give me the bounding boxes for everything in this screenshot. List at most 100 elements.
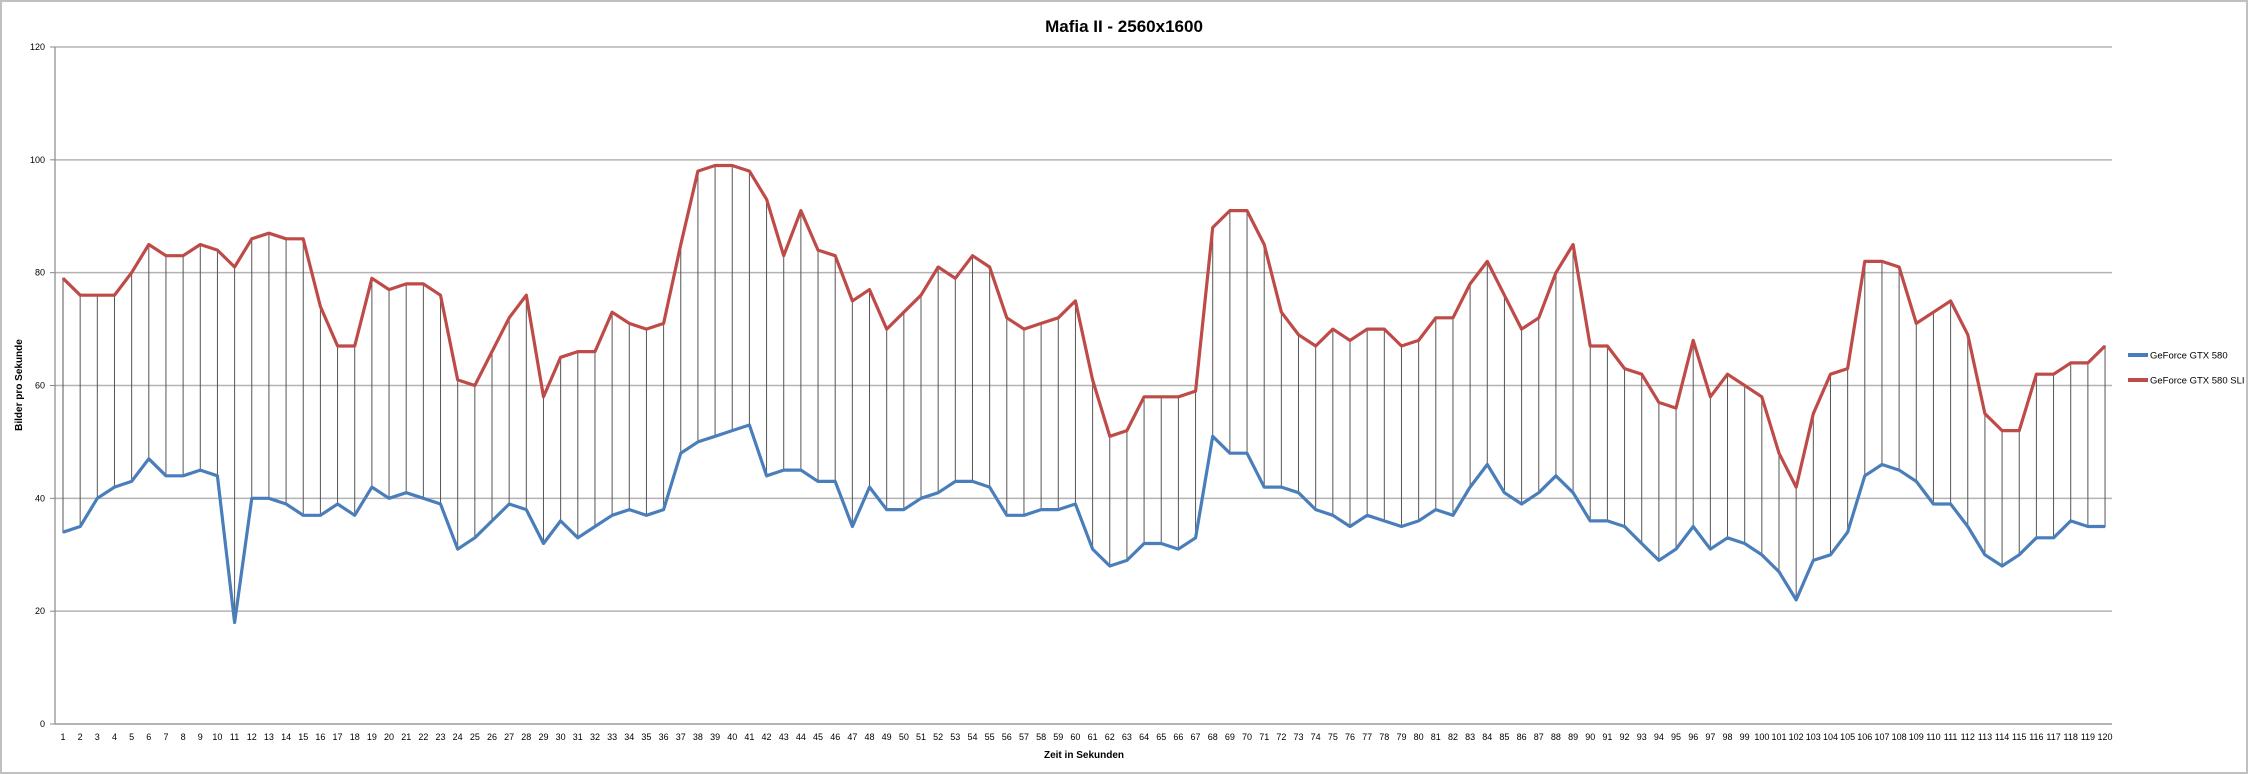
data-point bbox=[1640, 542, 1643, 545]
x-tick-label: 23 bbox=[436, 732, 446, 742]
data-point bbox=[662, 322, 665, 325]
data-point bbox=[1400, 525, 1403, 528]
x-tick-label: 17 bbox=[333, 732, 343, 742]
data-point bbox=[1126, 559, 1128, 562]
data-point bbox=[1040, 508, 1042, 511]
x-tick-label: 63 bbox=[1122, 732, 1132, 742]
data-point bbox=[748, 424, 751, 426]
data-point bbox=[1606, 520, 1609, 522]
data-point bbox=[233, 621, 236, 624]
data-point bbox=[2104, 345, 2106, 347]
data-point bbox=[645, 514, 648, 517]
data-point bbox=[1812, 412, 1815, 415]
data-point bbox=[285, 238, 287, 240]
data-point bbox=[165, 254, 167, 257]
data-point bbox=[1108, 435, 1111, 438]
x-tick-label: 11 bbox=[230, 732, 239, 742]
x-tick-label: 10 bbox=[212, 732, 222, 742]
x-tick-label: 90 bbox=[1585, 732, 1595, 742]
data-point bbox=[1126, 429, 1128, 432]
data-point bbox=[2104, 525, 2106, 528]
data-point bbox=[1023, 514, 1025, 517]
x-tick-label: 7 bbox=[163, 732, 168, 742]
x-tick-label: 55 bbox=[985, 732, 995, 742]
data-point bbox=[525, 294, 528, 297]
y-axis-label: Bilder pro Sekunde bbox=[14, 339, 25, 431]
data-point bbox=[1057, 317, 1060, 319]
data-point bbox=[1280, 311, 1283, 313]
x-tick-label: 98 bbox=[1723, 732, 1733, 742]
data-point bbox=[1726, 373, 1729, 376]
data-point bbox=[79, 525, 81, 528]
data-point bbox=[2052, 537, 2055, 539]
x-tick-label: 94 bbox=[1654, 732, 1664, 742]
data-point bbox=[988, 266, 991, 268]
data-point bbox=[319, 305, 322, 308]
x-tick-label: 20 bbox=[384, 732, 394, 742]
data-point bbox=[1057, 508, 1060, 511]
x-tick-label: 106 bbox=[1857, 732, 1872, 742]
x-tick-label: 1 bbox=[60, 732, 65, 742]
data-point bbox=[268, 232, 270, 234]
data-point bbox=[1194, 390, 1197, 392]
y-tick-label: 100 bbox=[30, 155, 45, 165]
data-point bbox=[2069, 520, 2072, 522]
x-tick-label: 26 bbox=[487, 732, 497, 742]
data-point bbox=[662, 508, 665, 511]
data-point bbox=[559, 356, 562, 359]
data-point bbox=[130, 271, 133, 274]
x-tick-label: 69 bbox=[1225, 732, 1235, 742]
data-point bbox=[1692, 339, 1694, 342]
x-tick-label: 85 bbox=[1499, 732, 1509, 742]
data-point bbox=[96, 294, 99, 297]
data-point bbox=[971, 480, 974, 483]
data-point bbox=[1658, 401, 1660, 404]
x-tick-label: 92 bbox=[1620, 732, 1630, 742]
x-tick-label: 102 bbox=[1789, 732, 1804, 742]
data-point bbox=[1555, 271, 1557, 274]
x-tick-label: 57 bbox=[1019, 732, 1029, 742]
data-point bbox=[2001, 429, 2003, 432]
x-tick-label: 107 bbox=[1874, 732, 1889, 742]
data-point bbox=[2018, 553, 2021, 556]
data-point bbox=[1332, 328, 1334, 330]
data-point bbox=[1349, 339, 1351, 342]
x-tick-label: 30 bbox=[556, 732, 566, 742]
data-point bbox=[353, 514, 356, 517]
data-point bbox=[731, 164, 734, 167]
data-point bbox=[1846, 531, 1849, 533]
x-tick-label: 77 bbox=[1362, 732, 1372, 742]
data-point bbox=[1795, 486, 1797, 488]
x-tick-label: 21 bbox=[401, 732, 411, 742]
x-tick-label: 50 bbox=[899, 732, 909, 742]
data-point bbox=[1400, 345, 1403, 347]
x-tick-label: 113 bbox=[1978, 732, 1992, 742]
x-tick-label: 112 bbox=[1961, 732, 1975, 742]
data-point bbox=[1726, 537, 1729, 539]
x-tick-label: 33 bbox=[607, 732, 617, 742]
data-point bbox=[577, 537, 579, 539]
data-point bbox=[508, 503, 510, 505]
data-point bbox=[765, 474, 768, 477]
data-point bbox=[1555, 474, 1557, 477]
x-tick-label: 27 bbox=[504, 732, 514, 742]
x-tick-label: 60 bbox=[1070, 732, 1080, 742]
x-tick-label: 117 bbox=[2046, 732, 2060, 742]
data-point bbox=[782, 254, 785, 257]
data-point bbox=[834, 254, 836, 257]
data-point bbox=[1572, 491, 1574, 494]
data-point bbox=[1520, 503, 1523, 505]
data-point bbox=[1778, 570, 1780, 573]
data-point bbox=[1761, 395, 1763, 398]
data-point bbox=[1314, 508, 1317, 511]
data-point bbox=[1366, 514, 1368, 517]
data-point bbox=[851, 525, 854, 528]
data-point bbox=[954, 480, 957, 483]
x-tick-label: 14 bbox=[281, 732, 291, 742]
x-tick-label: 115 bbox=[2012, 732, 2026, 742]
data-point bbox=[336, 345, 339, 347]
x-tick-label: 65 bbox=[1156, 732, 1166, 742]
data-point bbox=[1263, 486, 1265, 488]
